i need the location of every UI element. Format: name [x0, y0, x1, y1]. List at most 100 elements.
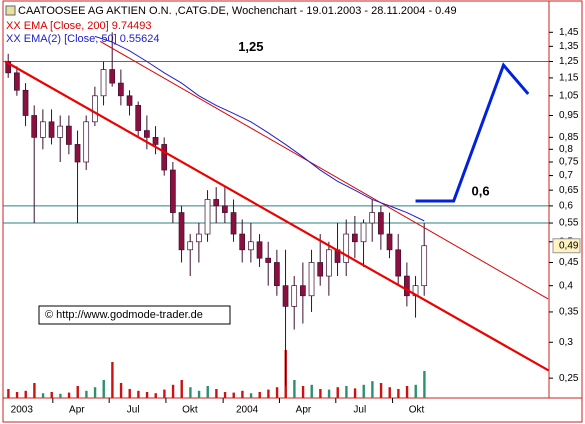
volume-bar [319, 389, 322, 398]
volume-bar [137, 390, 140, 398]
x-tick-label: Jul [353, 405, 366, 416]
volume-bar [310, 384, 313, 398]
volume-bar [336, 387, 339, 398]
volume-bar [397, 389, 400, 398]
candle-body [31, 115, 38, 138]
x-tick-label: Apr [296, 405, 312, 416]
candle-body [100, 69, 107, 97]
volume-bar [7, 389, 10, 398]
volume-bar [163, 389, 166, 398]
volume-bar [111, 362, 114, 398]
y-tick-label: 0,55 [559, 218, 579, 229]
candle-body [74, 144, 81, 163]
indicator-line [94, 35, 425, 222]
candle-body [291, 285, 298, 307]
title-icon [5, 5, 16, 16]
candle-body [178, 212, 185, 251]
x-axis-frame [2, 397, 583, 423]
candle-body [352, 233, 358, 243]
candle-body [40, 121, 46, 138]
volume-bar [275, 387, 279, 398]
candle-body [196, 233, 202, 243]
volume-bar [119, 383, 123, 398]
volume-bar [197, 390, 201, 398]
y-tick-label: 1,15 [559, 73, 579, 84]
volume-bar [388, 387, 391, 398]
volume-bar [258, 392, 261, 398]
candle-body [22, 89, 29, 116]
volume-bar [76, 386, 79, 398]
volume-bar [145, 392, 149, 398]
candle-body [170, 169, 176, 213]
volume-bar [362, 384, 365, 398]
volume-bar [241, 390, 244, 398]
volume-bar [301, 386, 305, 398]
volume-bar [267, 389, 270, 398]
projection-line [415, 62, 530, 203]
candle-body [239, 233, 246, 251]
candle-body [265, 257, 272, 263]
volume-bar [24, 390, 27, 398]
candle-body [230, 212, 237, 235]
volume-bar [41, 393, 45, 398]
candle-body [92, 95, 98, 123]
volume-bar [189, 387, 192, 398]
y-tick-label: 0,75 [559, 157, 579, 168]
volume-bar [345, 386, 348, 398]
y-tick-label: 0,3 [559, 337, 573, 348]
annotation: 1,25 [238, 39, 263, 54]
chart-title: CAATOOSEE AG AKTIEN O.N. ,CATG.DE, Woche… [18, 5, 457, 17]
candle-body [386, 233, 393, 251]
indicator-line [99, 40, 549, 300]
x-tick-label: Jul [127, 405, 140, 416]
candle-body [83, 121, 90, 163]
candle-body [248, 241, 254, 251]
candle-body [317, 262, 324, 277]
candle-body [135, 105, 142, 131]
legend-entry: XX EMA [Close, 200] 9.74493 [6, 20, 152, 32]
volume-bar [423, 371, 426, 398]
x-tick-label: 2003 [11, 405, 34, 416]
volume-bar [405, 386, 409, 398]
volume-bar [327, 389, 331, 398]
x-tick-label: Apr [69, 405, 85, 416]
candle-body [57, 125, 64, 138]
candle-body [343, 233, 350, 263]
y-tick-label: 1,35 [559, 41, 579, 52]
candle-body [395, 249, 402, 277]
volume-bar [223, 392, 227, 398]
volume-bar [85, 390, 88, 398]
volume-bar [215, 389, 218, 398]
y-tick-label: 0,7 [559, 170, 573, 181]
candle-body [326, 249, 332, 277]
annotation: 0,6 [471, 183, 489, 198]
candle-body [404, 275, 410, 297]
volume-bar [180, 380, 183, 398]
candle-body [161, 144, 168, 171]
y-tick-label: 0,8 [559, 144, 573, 155]
volume-bar [33, 383, 36, 398]
candle-body [5, 61, 12, 74]
y-tick-label: 0,4 [559, 280, 573, 291]
candle-body [308, 262, 315, 297]
y-tick-label: 0,95 [559, 110, 579, 121]
x-tick-label: Okt [182, 405, 198, 416]
y-tick-label: 1,25 [559, 56, 579, 67]
candle-body [152, 137, 159, 145]
y-tick-label: 0,45 [559, 257, 579, 268]
y-tick-label: 1,45 [559, 27, 579, 38]
candle-body [360, 222, 367, 243]
volume-bar [414, 384, 417, 398]
volume-bar [67, 392, 71, 398]
y-tick-label: 1,05 [559, 90, 579, 101]
volume-bar [232, 392, 235, 398]
volume-bar [128, 389, 131, 398]
y-tick-label: 0,6 [559, 201, 573, 212]
last-value-label: 0,49 [559, 240, 579, 251]
watermark: © http://www.godmode-trader.de [45, 309, 203, 321]
candle-body [144, 130, 150, 138]
volume-bar [102, 380, 105, 398]
candle-body [14, 72, 20, 91]
candle-body [187, 241, 194, 251]
